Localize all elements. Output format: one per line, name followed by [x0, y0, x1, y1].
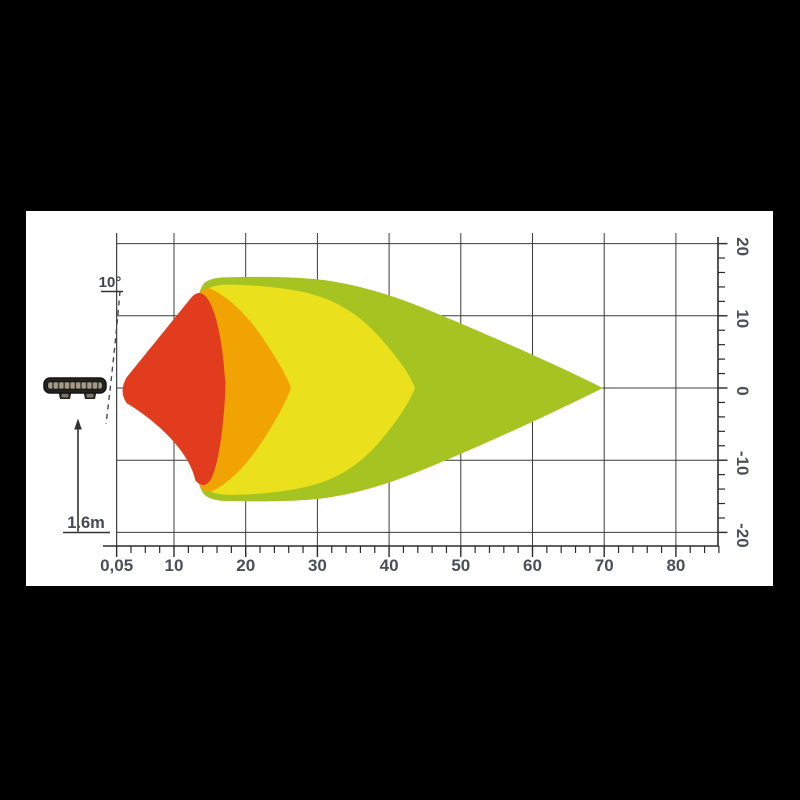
y-axis: 20 10 0 -10 -20 [717, 237, 752, 548]
y-tick-label: 20 [733, 237, 752, 256]
x-tick-label: 10 [165, 556, 184, 575]
x-tick-label: 20 [236, 556, 255, 575]
x-tick-label: 60 [523, 556, 542, 575]
x-tick-label: 70 [595, 556, 614, 575]
y-tick-label: -10 [733, 451, 752, 476]
beam-zones [122, 276, 603, 502]
x-tick-label: 40 [380, 556, 399, 575]
y-tick-label: -20 [733, 523, 752, 548]
x-tick-label: 30 [308, 556, 327, 575]
led-light-bar-icon [43, 377, 107, 399]
y-tick-label: 0 [733, 386, 752, 395]
x-tick-label: 80 [666, 556, 685, 575]
beam-zone-red-hotspot-zone [122, 293, 226, 486]
height-arrow [63, 418, 110, 534]
y-tick-label: 10 [733, 309, 752, 328]
mount-height-label: 1.6m [67, 514, 105, 532]
x-axis: 0,05 10 20 30 40 50 60 70 80 [100, 545, 720, 575]
x-tick-label: 0,05 [100, 556, 133, 575]
x-tick-label: 50 [451, 556, 470, 575]
beam-angle-label: 10° [99, 274, 122, 291]
